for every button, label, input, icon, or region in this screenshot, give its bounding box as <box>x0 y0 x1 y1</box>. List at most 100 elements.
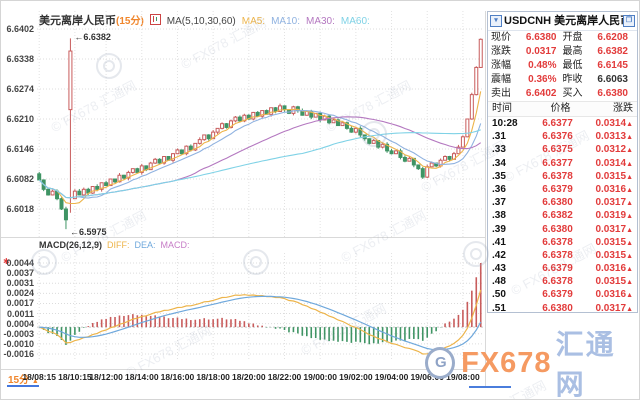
tick-row: .34 6.6377 0.0314▲ <box>492 157 633 169</box>
tick-row: .43 6.6379 0.0316▲ <box>492 263 633 275</box>
time-tick: 19/02:00 <box>339 372 373 382</box>
logo-huitongwang: 汇通网 <box>555 329 616 400</box>
up-arrow-icon: ▲ <box>626 239 633 247</box>
up-arrow-icon: ▲ <box>626 121 633 128</box>
macd-tick: 0.0037 <box>6 268 34 279</box>
up-arrow-icon: ▲ <box>626 252 633 260</box>
time-tick: 18/16:00 <box>160 372 195 382</box>
pane-separator <box>1 237 485 238</box>
tick-row: .38 6.6382 0.0319▲ <box>492 210 633 222</box>
tick-row: .35 6.6378 0.0315▲ <box>492 170 633 182</box>
time-tick: 18/14:00 <box>124 372 159 382</box>
quote-row: 涨幅 0.48% 最低 6.6145 <box>491 60 628 71</box>
price-tick: 6.6274 <box>6 84 34 94</box>
up-arrow-icon: ▲ <box>626 292 633 300</box>
tick-table-header: 时间 价格 涨跌 <box>488 101 637 117</box>
panel-divider <box>485 11 486 386</box>
quote-row: 震幅 0.36% 昨收 6.6063 <box>491 74 628 85</box>
chart-title: 美元离岸人民币(15分) MA(5,10,30,60) MA5: MA10: MA30:… <box>39 12 370 28</box>
tick-table: 10:28 6.6377 0.0314▲ .31 6.6376 0.0313▲ .33 6.6… <box>488 117 637 315</box>
period-label: (15分) <box>116 16 144 27</box>
price-tick: 6.6146 <box>6 144 34 154</box>
blink-indicator: ✱ <box>3 257 10 266</box>
macd-legend: MACD(26,12,9) DIFF: DEA: MACD: <box>39 240 190 250</box>
ma-legend-item: MA30: <box>305 16 335 27</box>
price-tick: 6.6018 <box>6 204 34 214</box>
tick-row: .51 6.6380 0.0317▲ <box>492 302 633 314</box>
time-tick: 18/10:15 <box>58 372 92 382</box>
time-tick: 18/18:00 <box>196 372 230 382</box>
period-tab-15min[interactable]: 15分 ▲ <box>8 371 39 386</box>
logo-fx678: FX678 <box>461 346 552 379</box>
macd-legend-item: MACD: <box>160 240 190 250</box>
col-price: 价格 <box>550 103 571 114</box>
time-tick: 19/00:00 <box>303 372 337 382</box>
price-tick: 6.6402 <box>6 24 34 34</box>
col-time: 时间 <box>492 103 512 114</box>
symbol-code: USDCNH <box>504 15 552 27</box>
quote-row: 现价 6.6380 开盘 6.6208 <box>491 32 628 43</box>
ma-legend: MA5: MA10: MA30: MA60: <box>236 15 370 27</box>
up-arrow-icon: ▲ <box>626 147 633 155</box>
time-tick: 19/04:00 <box>374 372 409 382</box>
up-arrow-icon: ▲ <box>626 186 633 194</box>
price-tick: 6.6082 <box>6 174 34 184</box>
tick-row: .33 6.6375 0.0312▲ <box>492 144 633 156</box>
macd-tick: 0.0024 <box>6 288 34 299</box>
quote-summary: 现价 6.6380 开盘 6.6208 涨跌 0.0317 最高 6.6382 涨幅 0.48% 最… <box>488 31 637 101</box>
kline-settings-icon[interactable] <box>149 14 161 25</box>
macd-tick: -0.0016 <box>3 348 34 359</box>
up-arrow-icon: ▲ <box>626 266 633 274</box>
up-arrow-icon: ▲ <box>626 226 633 234</box>
macd-tick: 0.0031 <box>6 278 34 289</box>
period-tab-arrow-icon: ▲ <box>31 378 39 385</box>
logo-underline <box>469 386 511 388</box>
time-axis-line <box>1 369 485 370</box>
tick-row: .42 6.6378 0.0315▲ <box>492 249 633 261</box>
up-arrow-icon: ▲ <box>626 134 633 142</box>
tick-row: .50 6.6379 0.0316▲ <box>492 289 633 301</box>
ma-legend-item: MA60: <box>340 16 370 27</box>
tick-row: .41 6.6378 0.0315▲ <box>492 236 633 248</box>
tick-row: .39 6.6380 0.0317▲ <box>492 223 633 235</box>
quote-row: 涨跌 0.0317 最高 6.6382 <box>491 46 628 57</box>
tick-row: 10:28 6.6377 0.0314▲ <box>492 118 633 129</box>
panel-menu-icon[interactable]: ▾ <box>490 15 502 27</box>
time-tick: 19/06:00 <box>410 372 444 382</box>
session-low-annotation: ←6.5975 <box>69 227 107 238</box>
up-arrow-icon: ▲ <box>626 305 633 313</box>
symbol-name: 美元离岸人民币 <box>554 15 632 27</box>
macd-chart[interactable] <box>37 239 485 369</box>
fx678-logo-icon: G <box>425 347 456 379</box>
tick-row: .37 6.6380 0.0317▲ <box>492 197 633 209</box>
session-high-annotation: ←6.6382 <box>74 32 111 43</box>
candlestick-chart[interactable] <box>37 11 485 237</box>
macd-legend-item: DIFF: <box>107 240 130 250</box>
macd-tick: -0.0010 <box>3 338 34 349</box>
macd-tick: 0.0011 <box>6 308 34 319</box>
ma-group-label: MA(5,10,30,60) <box>166 16 236 27</box>
macd-title: MACD(26,12,9) <box>39 240 103 250</box>
quote-panel: ▾ USDCNH 美元离岸人民币 ❐ 现价 6.6380 开盘 6.6208 涨跌 0.0… <box>487 11 638 315</box>
price-tick: 6.6210 <box>6 114 34 124</box>
time-tick: 18/08:15 <box>22 372 56 382</box>
macd-legend-item: DEA: <box>134 240 156 250</box>
period-tab-underline <box>7 385 39 387</box>
up-arrow-icon: ▲ <box>626 160 633 168</box>
ma-legend-item: MA10: <box>271 16 300 27</box>
col-change: 涨跌 <box>613 103 633 114</box>
macd-tick: -0.0003 <box>3 328 34 339</box>
tick-row: .36 6.6379 0.0316▲ <box>492 183 633 195</box>
quote-panel-title: ▾ USDCNH 美元离岸人民币 ❐ <box>488 12 637 31</box>
site-logo: G FX678 汇通网 <box>425 329 639 399</box>
price-tick: 6.6338 <box>6 54 34 64</box>
quote-row: 卖出 6.6402 买入 6.6380 <box>491 88 628 99</box>
tick-row: .31 6.6376 0.0313▲ <box>492 131 633 143</box>
time-tick: 19/08:00 <box>446 372 480 382</box>
macd-tick: 0.0044 <box>6 258 34 268</box>
tick-row: .48 6.6378 0.0315▲ <box>492 276 633 288</box>
ma-legend-item: MA5: <box>241 16 266 27</box>
panel-expand-icon[interactable]: ❐ <box>623 15 635 27</box>
up-arrow-icon: ▲ <box>626 279 633 287</box>
